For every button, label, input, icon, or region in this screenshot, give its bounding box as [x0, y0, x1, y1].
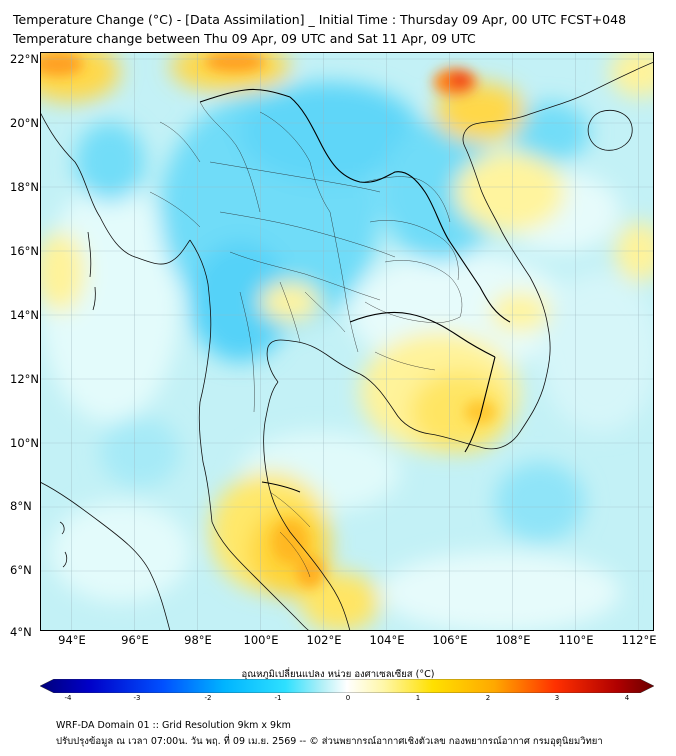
footer-model-info: WRF-DA Domain 01 :: Grid Resolution 9km … — [56, 720, 291, 731]
lat-label-22n: 22°N — [10, 52, 39, 66]
graticule — [40, 52, 654, 631]
map-frame — [40, 52, 654, 631]
colorbar-tick: 3 — [554, 694, 560, 702]
lon-label-110e: 110°E — [558, 633, 594, 647]
lat-label-8n: 8°N — [10, 499, 32, 513]
footer-credit: ปรับปรุงข้อมูล ณ เวลา 07:00น. วัน พฤ. ที… — [56, 736, 603, 747]
colorbar-tick: 4 — [624, 694, 630, 702]
lat-label-6n: 6°N — [10, 563, 32, 577]
colorbar — [40, 679, 654, 693]
lon-label-106e: 106°E — [432, 633, 468, 647]
lon-label-112e: 112°E — [621, 633, 657, 647]
lon-label-100e: 100°E — [243, 633, 279, 647]
lon-label-94e: 94°E — [58, 633, 86, 647]
temperature-change-map — [40, 52, 654, 631]
lat-label-4n: 4°N — [10, 625, 32, 639]
temperature-field — [40, 52, 654, 631]
lon-label-104e: 104°E — [369, 633, 405, 647]
lat-label-20n: 20°N — [10, 116, 39, 130]
map-title: Temperature Change (°C) - [Data Assimila… — [13, 12, 627, 27]
colorbar-tick: -1 — [274, 694, 282, 702]
lon-label-108e: 108°E — [495, 633, 531, 647]
lon-label-96e: 96°E — [121, 633, 149, 647]
lon-label-98e: 98°E — [184, 633, 212, 647]
lat-label-12n: 12°N — [10, 372, 39, 386]
province-borders — [149, 101, 463, 578]
temperature-hotspots — [40, 52, 496, 588]
colorbar-tick: -3 — [133, 694, 141, 702]
lon-label-102e: 102°E — [306, 633, 342, 647]
country-borders — [199, 88, 511, 493]
colorbar-tick: -2 — [204, 694, 212, 702]
lat-label-10n: 10°N — [10, 436, 39, 450]
colorbar-gradient — [40, 679, 654, 693]
colorbar-tick: 0 — [345, 694, 351, 702]
lat-label-18n: 18°N — [10, 180, 39, 194]
colorbar-tick: 2 — [485, 694, 491, 702]
map-subtitle: Temperature change between Thu 09 Apr, 0… — [13, 31, 476, 46]
coastlines — [40, 61, 654, 631]
lat-label-14n: 14°N — [10, 308, 39, 322]
colorbar-tick: 1 — [415, 694, 421, 702]
lat-label-16n: 16°N — [10, 244, 39, 258]
colorbar-tick: -4 — [64, 694, 72, 702]
colorbar-title: อุณหภูมิเปลี่ยนแปลง หน่วย องศาเซลเซียส (… — [241, 669, 435, 680]
